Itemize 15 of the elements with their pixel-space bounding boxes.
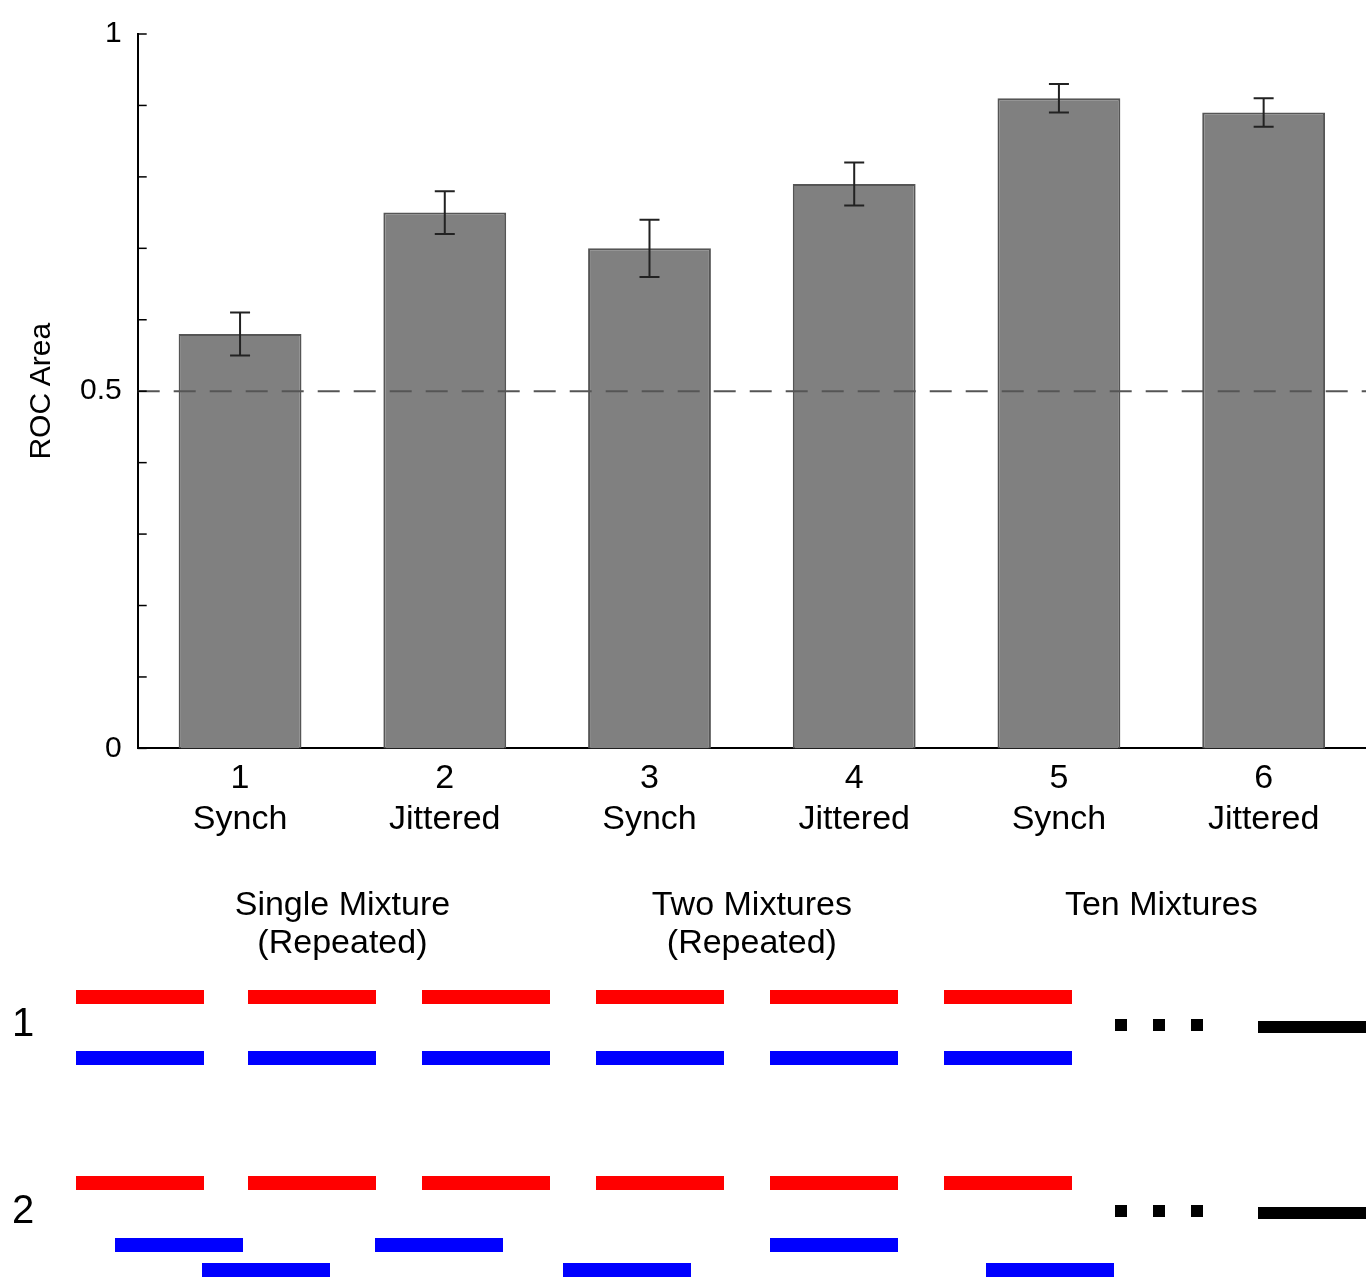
- x-tick-label: 3 Synch: [602, 757, 697, 836]
- x-tick-label: 2 Jittered: [389, 757, 501, 836]
- text: Two Mixtures (Repeated): [651, 883, 852, 960]
- x-tick-label: 1 Synch: [192, 757, 288, 836]
- text: 1: [12, 1000, 35, 1044]
- text: Single Mixture (Repeated): [234, 883, 451, 960]
- x-tick-label: 6 Jittered: [1207, 757, 1320, 836]
- text: 2: [12, 1187, 35, 1231]
- y-tick-label: 1: [105, 15, 122, 49]
- y-tick-label: 0.5: [79, 372, 122, 406]
- text: Ten Mixtures: [1064, 883, 1258, 922]
- x-tick-label: 5 Synch: [1011, 757, 1107, 836]
- y-tick-label: 0: [105, 729, 122, 763]
- y-axis-title: ROC Area: [23, 322, 57, 460]
- x-tick-label: 4 Jittered: [798, 757, 910, 836]
